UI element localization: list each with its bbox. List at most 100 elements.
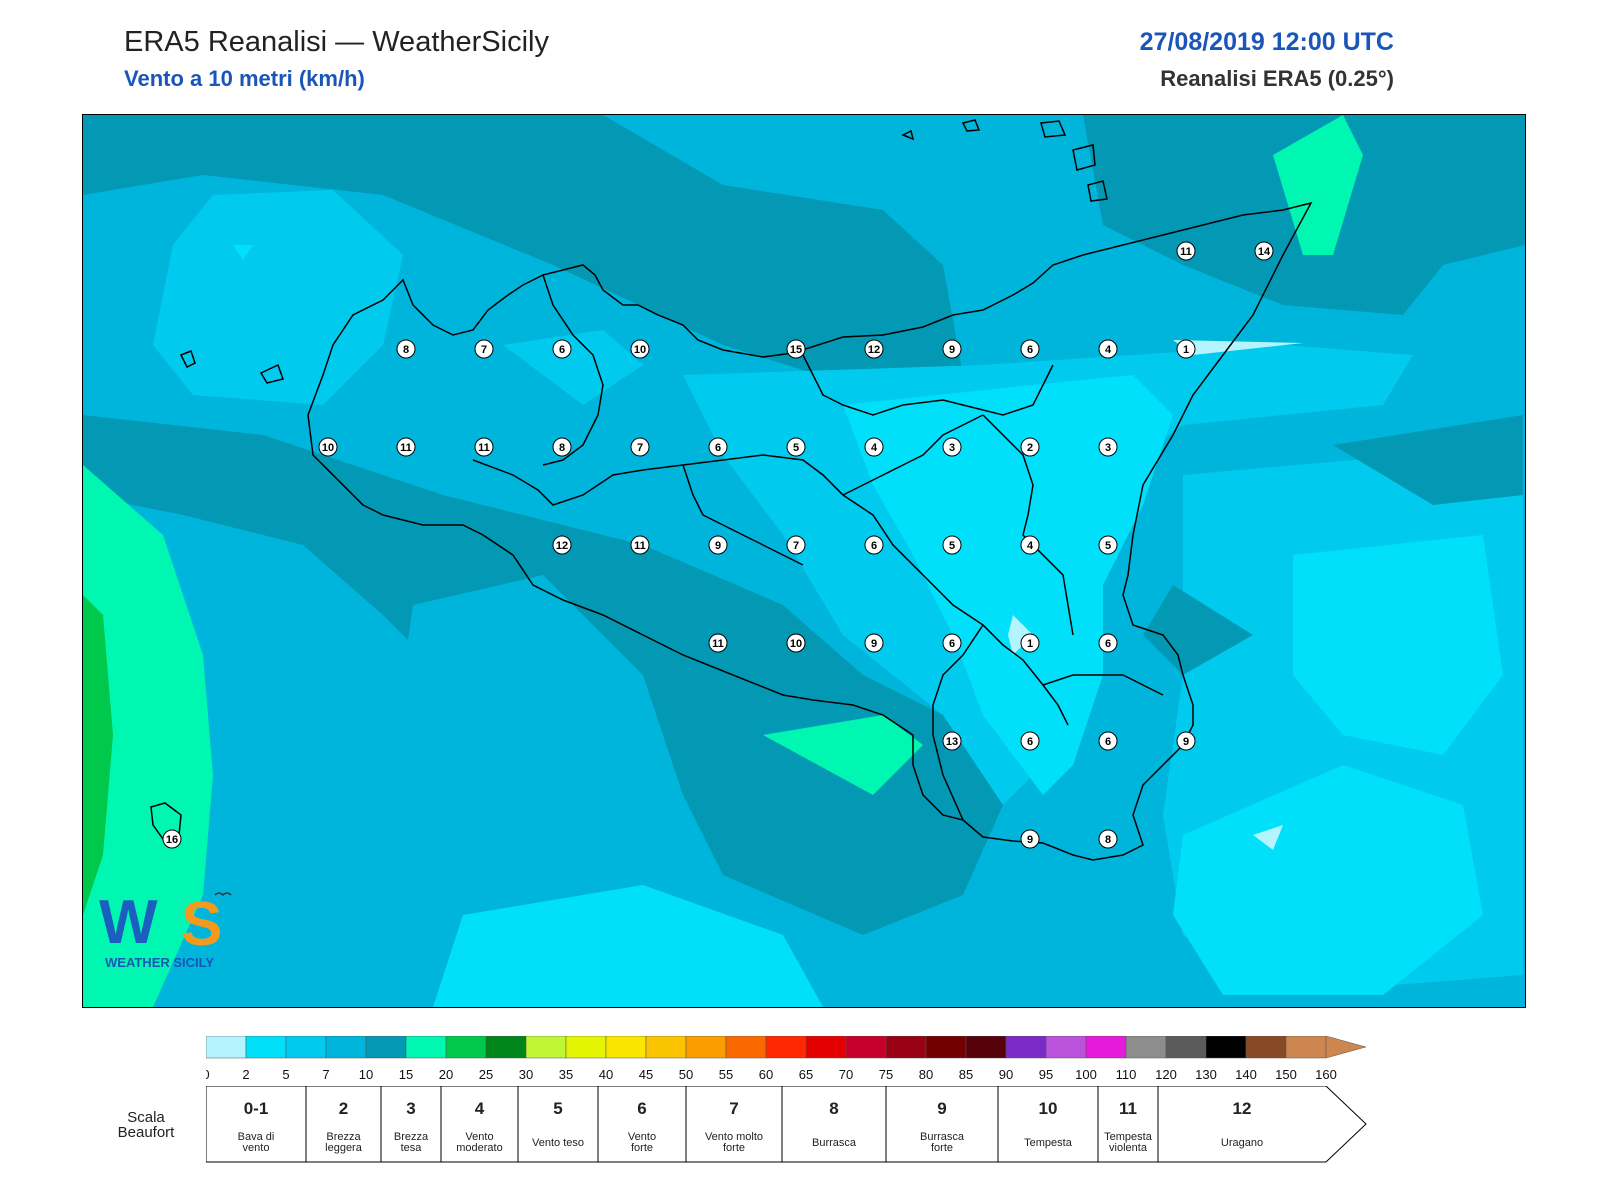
- colorbar-swatch: [405, 1035, 447, 1059]
- beaufort-level-desc: Vento molto: [705, 1131, 763, 1143]
- colorbar-swatch: [285, 1035, 327, 1059]
- wind-station-marker: 15: [786, 339, 806, 359]
- colorbar-swatch: [805, 1035, 847, 1059]
- colorbar-tick: 55: [719, 1067, 733, 1082]
- wind-station-marker: 11: [708, 633, 728, 653]
- beaufort-level-desc: vento: [243, 1142, 270, 1154]
- wind-station-value: 8: [1105, 834, 1111, 846]
- beaufort-level-number: 6: [637, 1099, 646, 1118]
- wind-station-marker: 16: [162, 829, 182, 849]
- wind-station-marker: 11: [630, 535, 650, 555]
- colorbar-tick: 30: [519, 1067, 533, 1082]
- wind-station-value: 5: [949, 540, 955, 552]
- wind-station-marker: 2: [1020, 437, 1040, 457]
- wind-station-marker: 4: [864, 437, 884, 457]
- wind-station-value: 6: [1027, 344, 1033, 356]
- beaufort-level-desc: Brezza: [394, 1131, 429, 1143]
- beaufort-level-desc: tesa: [401, 1142, 423, 1154]
- beaufort-level-number: 2: [339, 1099, 348, 1118]
- colorbar-tick: 70: [839, 1067, 853, 1082]
- beaufort-level-number: 9: [937, 1099, 946, 1118]
- beaufort-level-desc: forte: [931, 1142, 953, 1154]
- wind-station-value: 6: [871, 540, 877, 552]
- beaufort-level-desc: Tempesta: [1104, 1131, 1153, 1143]
- wind-station-value: 7: [481, 344, 487, 356]
- colorbar-swatch: [1045, 1035, 1087, 1059]
- wind-station-value: 9: [1027, 834, 1033, 846]
- colorbar-tick: 80: [919, 1067, 933, 1082]
- colorbar-tick: 35: [559, 1067, 573, 1082]
- colorbar-tick: 20: [439, 1067, 453, 1082]
- colorbar-swatch: [925, 1035, 967, 1059]
- colorbar-tick: 100: [1075, 1067, 1097, 1082]
- colorbar-arrow: [1325, 1035, 1367, 1059]
- wind-station-marker: 13: [942, 731, 962, 751]
- wind-station-marker: 11: [474, 437, 494, 457]
- beaufort-level-desc: Vento teso: [532, 1137, 584, 1149]
- wind-station-marker: 6: [708, 437, 728, 457]
- wind-station-marker: 9: [942, 339, 962, 359]
- wind-station-value: 11: [400, 442, 412, 454]
- beaufort-level-desc: forte: [631, 1142, 653, 1154]
- wind-station-marker: 6: [1098, 731, 1118, 751]
- wind-station-value: 10: [790, 638, 802, 650]
- wind-station-value: 6: [1105, 638, 1111, 650]
- wind-station-marker: 7: [630, 437, 650, 457]
- wind-station-value: 6: [1105, 736, 1111, 748]
- wind-station-value: 3: [1105, 442, 1111, 454]
- wind-station-value: 11: [478, 442, 490, 454]
- colorbar-tick: 130: [1195, 1067, 1217, 1082]
- wind-station-value: 4: [1105, 344, 1112, 356]
- wind-station-value: 15: [790, 344, 802, 356]
- colorbar-tick: 2: [242, 1067, 249, 1082]
- colorbar-tick: 95: [1039, 1067, 1053, 1082]
- colorbar-swatch: [1205, 1035, 1247, 1059]
- coastline: [307, 201, 1313, 861]
- map-datetime: 27/08/2019 12:00 UTC: [1139, 28, 1394, 56]
- wind-station-value: 8: [403, 344, 409, 356]
- weathersicily-logo: W S WEATHER SICILY: [95, 883, 245, 973]
- wind-station-value: 7: [793, 540, 799, 552]
- wind-station-value: 7: [637, 442, 643, 454]
- wind-station-marker: 14: [1254, 241, 1274, 261]
- wind-station-marker: 6: [1020, 339, 1040, 359]
- beaufort-level-number: 8: [829, 1099, 838, 1118]
- wind-station-marker: 9: [1176, 731, 1196, 751]
- colorbar-tick: 15: [399, 1067, 413, 1082]
- colorbar-swatch: [1125, 1035, 1167, 1059]
- logo-w-letter: W: [99, 888, 158, 957]
- colorbar-swatch: [565, 1035, 607, 1059]
- wind-station-value: 6: [559, 344, 565, 356]
- wind-station-marker: 6: [552, 339, 572, 359]
- colorbar-swatch: [765, 1035, 807, 1059]
- beaufort-level-number: 7: [729, 1099, 738, 1118]
- wind-station-value: 13: [946, 736, 958, 748]
- wind-station-marker: 8: [552, 437, 572, 457]
- logo-s-letter: S: [181, 890, 222, 959]
- beaufort-level-desc: moderato: [456, 1142, 502, 1154]
- beaufort-level-desc: forte: [723, 1142, 745, 1154]
- colorbar-swatch: [605, 1035, 647, 1059]
- wind-station-marker: 11: [1176, 241, 1196, 261]
- beaufort-level-desc: Uragano: [1221, 1137, 1263, 1149]
- wind-station-value: 6: [715, 442, 721, 454]
- wind-station-marker: 6: [942, 633, 962, 653]
- wind-map: 8 7 6 10 15 12 9 6 4 1 11 14 10 11 11 8 7 6 5 4 3 2 3 12 11 9 7 6 5 4…: [82, 114, 1526, 1008]
- wind-station-value: 6: [949, 638, 955, 650]
- beaufort-level-desc: Bava di: [238, 1131, 275, 1143]
- map-subtitle: Vento a 10 metri (km/h): [124, 66, 365, 91]
- colorbar-swatch: [1285, 1035, 1327, 1059]
- wind-station-value: 6: [1027, 736, 1033, 748]
- wind-station-marker: 5: [1098, 535, 1118, 555]
- beaufort-level-number: 10: [1039, 1099, 1058, 1118]
- wind-station-value: 9: [1183, 736, 1189, 748]
- wind-station-marker: 4: [1020, 535, 1040, 555]
- beaufort-level-number: 0-1: [244, 1099, 269, 1118]
- colorbar-swatch: [685, 1035, 727, 1059]
- wind-station-value: 5: [793, 442, 799, 454]
- wind-station-marker: 3: [1098, 437, 1118, 457]
- wind-station-value: 1: [1027, 638, 1033, 650]
- wind-station-marker: 12: [864, 339, 884, 359]
- colorbar-tick: 10: [359, 1067, 373, 1082]
